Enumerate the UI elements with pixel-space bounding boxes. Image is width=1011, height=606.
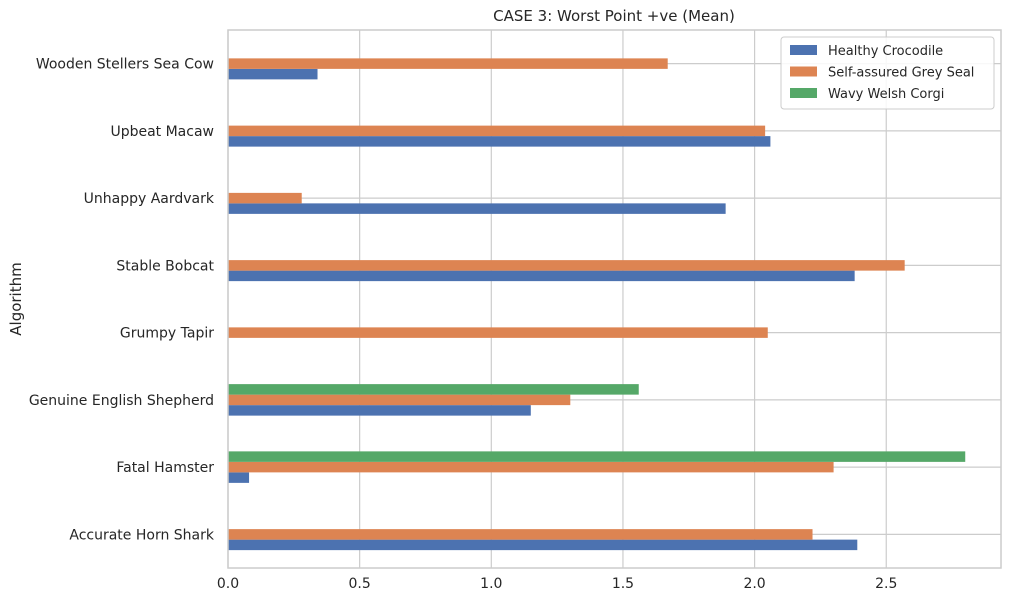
x-tick-label: 1.0 bbox=[480, 576, 502, 592]
legend-box bbox=[780, 36, 995, 110]
x-tick-label: 0.5 bbox=[349, 576, 371, 592]
y-tick-label: Fatal Hamster bbox=[116, 460, 214, 476]
y-tick-label: Accurate Horn Shark bbox=[69, 527, 215, 543]
x-tick-label: 0.0 bbox=[217, 576, 239, 592]
y-tick-label: Wooden Stellers Sea Cow bbox=[36, 57, 214, 73]
bar bbox=[228, 203, 726, 214]
bar bbox=[228, 394, 571, 406]
legend-swatch bbox=[790, 66, 817, 77]
legend-swatch bbox=[790, 45, 817, 55]
y-tick-label: Stable Bobcat bbox=[116, 258, 214, 274]
bar bbox=[228, 58, 668, 69]
bar bbox=[228, 384, 639, 395]
grid bbox=[227, 30, 1001, 568]
x-tick-label: 1.5 bbox=[612, 576, 634, 592]
legend: Healthy Crocodile Self-assured Grey Seal W… bbox=[780, 36, 995, 110]
bar bbox=[228, 136, 771, 147]
bar bbox=[228, 472, 250, 483]
bar bbox=[228, 68, 318, 80]
x-tick-labels: 0.0 0.5 1.0 1.5 2.0 2.5 bbox=[217, 576, 898, 592]
legend-label: Self-assured Grey Seal bbox=[828, 66, 974, 81]
y-tick-label: Grumpy Tapir bbox=[120, 326, 214, 342]
legend-swatch bbox=[790, 88, 817, 98]
bar bbox=[228, 192, 302, 204]
y-tick-label: Genuine English Shepherd bbox=[29, 393, 214, 409]
legend-label: Wavy Welsh Corgi bbox=[828, 87, 944, 102]
x-tick-label: 2.0 bbox=[743, 576, 765, 592]
y-tick-labels: Accurate Horn Shark Fatal Hamster Genuine … bbox=[29, 57, 215, 544]
y-axis-label: Algorithm bbox=[7, 262, 25, 335]
x-tick-label: 2.5 bbox=[875, 576, 897, 592]
bar bbox=[228, 327, 768, 338]
bars bbox=[228, 58, 966, 551]
bar bbox=[228, 451, 966, 462]
bar bbox=[228, 405, 531, 416]
legend-label: Healthy Crocodile bbox=[828, 44, 943, 59]
bar bbox=[228, 461, 834, 473]
y-tick-label: Unhappy Aardvark bbox=[84, 191, 215, 207]
plot-frame bbox=[227, 29, 1002, 569]
bar bbox=[228, 539, 858, 551]
bar bbox=[228, 260, 905, 271]
chart-title: CASE 3: Worst Point +ve (Mean) bbox=[493, 7, 735, 25]
bar bbox=[228, 125, 766, 137]
bar bbox=[228, 529, 813, 540]
bar bbox=[228, 270, 855, 282]
y-tick-label: Upbeat Macaw bbox=[110, 124, 214, 140]
